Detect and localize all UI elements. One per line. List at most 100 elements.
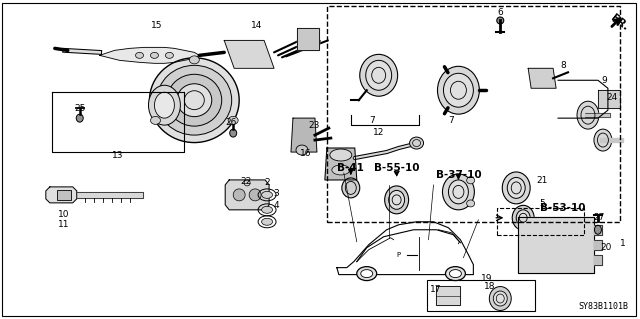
Text: 17: 17	[429, 285, 441, 294]
Ellipse shape	[249, 189, 261, 201]
Ellipse shape	[228, 116, 238, 124]
Ellipse shape	[150, 52, 159, 58]
Polygon shape	[594, 255, 602, 265]
Ellipse shape	[150, 58, 239, 143]
Polygon shape	[100, 48, 199, 63]
Bar	[497, 208, 584, 235]
Ellipse shape	[332, 165, 350, 175]
Text: 7: 7	[369, 115, 374, 125]
Ellipse shape	[467, 177, 475, 184]
Ellipse shape	[165, 52, 173, 58]
Text: 3: 3	[273, 189, 279, 198]
Text: B-55-10: B-55-10	[374, 163, 419, 173]
Polygon shape	[598, 90, 620, 108]
Ellipse shape	[365, 60, 392, 90]
Ellipse shape	[342, 178, 360, 198]
Text: 11: 11	[58, 220, 70, 229]
Text: FR.: FR.	[609, 12, 630, 32]
Ellipse shape	[360, 54, 397, 96]
Ellipse shape	[410, 137, 424, 149]
Ellipse shape	[189, 56, 199, 64]
Bar	[57, 190, 71, 200]
Ellipse shape	[388, 190, 404, 209]
Ellipse shape	[76, 114, 83, 122]
Ellipse shape	[177, 84, 212, 117]
Polygon shape	[436, 286, 460, 306]
Text: 4: 4	[273, 201, 279, 210]
Ellipse shape	[262, 206, 273, 213]
Polygon shape	[297, 28, 319, 50]
Ellipse shape	[490, 286, 511, 310]
Ellipse shape	[230, 129, 237, 137]
Ellipse shape	[493, 291, 508, 306]
Text: 15: 15	[150, 21, 162, 30]
Polygon shape	[337, 222, 474, 275]
Ellipse shape	[516, 210, 530, 226]
Ellipse shape	[361, 270, 372, 278]
Polygon shape	[77, 192, 143, 198]
Ellipse shape	[154, 92, 174, 118]
Polygon shape	[594, 225, 602, 235]
Ellipse shape	[445, 267, 465, 281]
Text: 14: 14	[252, 21, 263, 30]
Text: 7: 7	[449, 115, 454, 125]
Polygon shape	[46, 187, 77, 203]
Text: 13: 13	[112, 151, 124, 160]
Text: 2: 2	[264, 178, 270, 188]
Polygon shape	[594, 240, 602, 250]
Text: 20: 20	[600, 243, 612, 252]
Ellipse shape	[508, 177, 525, 198]
Text: 12: 12	[373, 128, 385, 137]
Polygon shape	[528, 68, 556, 88]
Text: B-41: B-41	[337, 163, 364, 173]
Text: 22: 22	[241, 177, 252, 186]
Ellipse shape	[262, 191, 273, 198]
Ellipse shape	[330, 149, 352, 161]
Ellipse shape	[150, 116, 161, 124]
Text: B-53-10: B-53-10	[540, 203, 586, 213]
Text: 26: 26	[225, 118, 237, 127]
Text: 18: 18	[484, 282, 495, 291]
Polygon shape	[325, 148, 356, 180]
Text: 6: 6	[497, 8, 503, 17]
Bar	[426, 279, 535, 311]
Text: 16: 16	[300, 149, 312, 158]
Text: B-37-10: B-37-10	[436, 170, 481, 180]
Ellipse shape	[385, 186, 408, 214]
Text: 5: 5	[540, 199, 545, 208]
Ellipse shape	[497, 17, 504, 24]
Polygon shape	[600, 138, 623, 142]
Ellipse shape	[595, 225, 602, 234]
Ellipse shape	[594, 129, 612, 151]
Text: 19: 19	[481, 274, 492, 283]
Ellipse shape	[577, 101, 599, 129]
Ellipse shape	[157, 65, 232, 135]
Text: 25: 25	[74, 104, 85, 113]
Ellipse shape	[444, 73, 474, 107]
Ellipse shape	[512, 205, 534, 230]
Text: P: P	[397, 252, 401, 258]
Text: SY83B1101B: SY83B1101B	[578, 302, 628, 311]
Ellipse shape	[467, 200, 475, 207]
Text: 23: 23	[308, 121, 319, 130]
Ellipse shape	[262, 218, 273, 225]
Text: 9: 9	[601, 76, 607, 85]
Ellipse shape	[233, 189, 245, 201]
Ellipse shape	[167, 74, 221, 126]
Text: 24: 24	[606, 93, 618, 102]
Polygon shape	[585, 113, 610, 117]
Ellipse shape	[449, 270, 461, 278]
Text: 27: 27	[593, 213, 605, 222]
Ellipse shape	[148, 85, 180, 125]
Text: 8: 8	[560, 61, 566, 70]
Polygon shape	[518, 217, 594, 273]
Polygon shape	[291, 118, 317, 152]
Ellipse shape	[449, 180, 468, 204]
Ellipse shape	[442, 174, 474, 210]
Text: 21: 21	[536, 176, 548, 185]
Ellipse shape	[438, 66, 479, 114]
Ellipse shape	[136, 52, 143, 58]
Text: 10: 10	[58, 210, 70, 219]
Ellipse shape	[356, 267, 377, 281]
Ellipse shape	[502, 172, 530, 204]
